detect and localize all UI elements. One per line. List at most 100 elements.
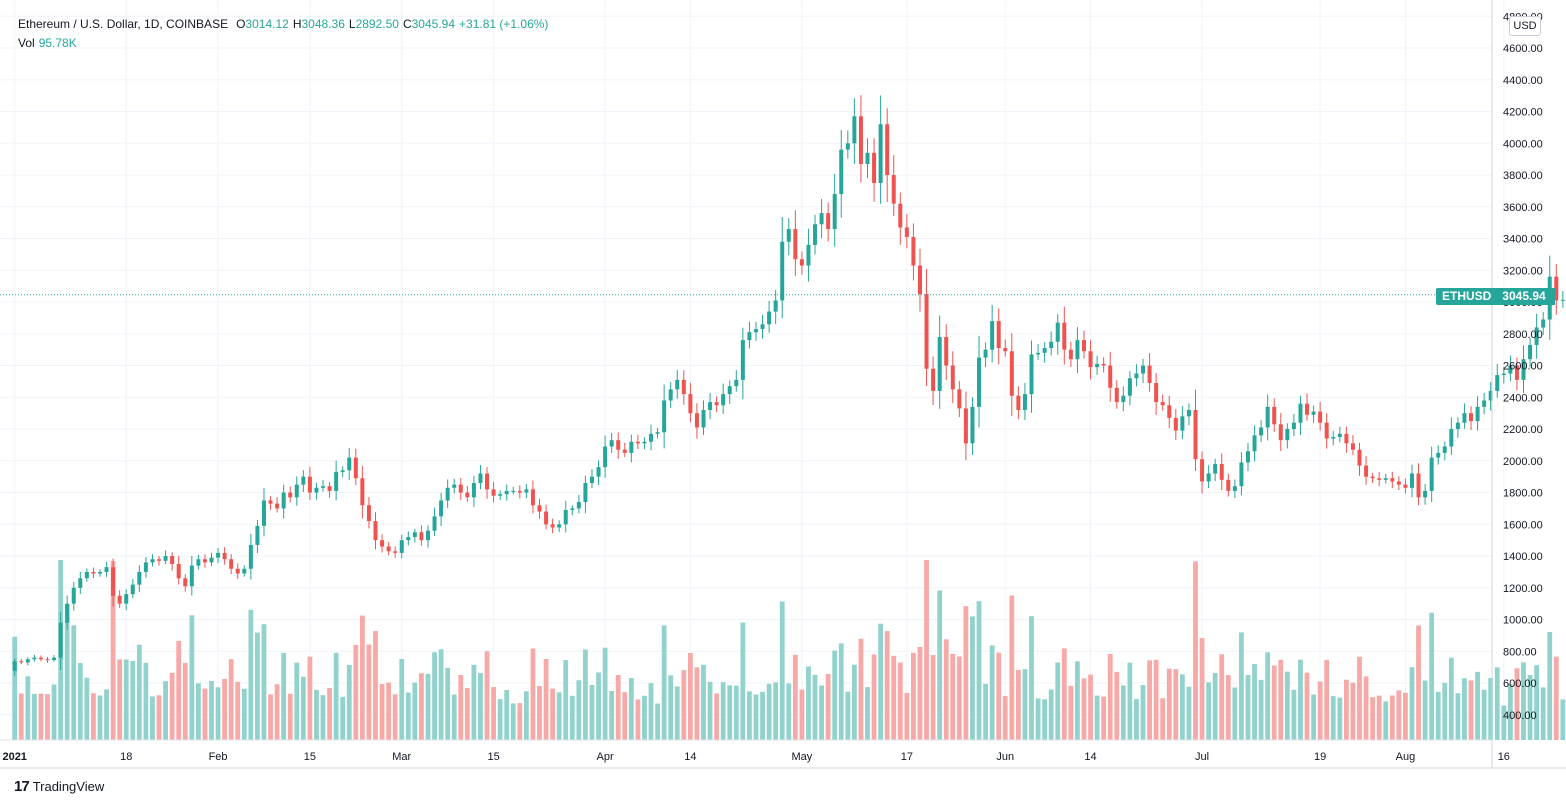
candle-body <box>1528 344 1533 360</box>
volume-bar <box>169 672 175 740</box>
candle-body <box>1495 375 1500 391</box>
volume-bar <box>950 653 956 740</box>
candle-body <box>1095 363 1100 368</box>
volume-bar <box>333 652 339 740</box>
volume-bar <box>924 560 929 740</box>
volume-bar <box>438 649 444 740</box>
volume-bar <box>31 693 37 740</box>
volume-bar <box>504 690 510 740</box>
volume-bar <box>1127 662 1133 740</box>
volume-bar <box>491 687 496 740</box>
volume-bar <box>917 646 923 740</box>
candle-body <box>714 402 719 406</box>
legend-symbol[interactable]: Ethereum / U.S. Dollar, 1D, COINBASE <box>18 17 229 31</box>
volume-bar <box>1547 631 1553 740</box>
volume-bar <box>825 674 831 740</box>
candle-body <box>990 321 995 350</box>
candle-body <box>439 500 444 517</box>
volume-bar <box>386 682 392 740</box>
date-tick-label: Aug <box>1396 751 1416 763</box>
candle-body <box>478 473 483 484</box>
candle-body <box>1147 365 1152 384</box>
candle-body <box>1114 387 1119 403</box>
legend-low-label: L <box>348 17 356 31</box>
volume-bar <box>1002 696 1008 740</box>
volume-bar <box>195 683 201 740</box>
candle-body <box>1265 406 1270 428</box>
volume-bar <box>1403 692 1408 740</box>
candle-body <box>1016 395 1021 410</box>
volume-bar <box>451 694 457 740</box>
candle-body <box>872 152 877 183</box>
candle-body <box>616 440 621 450</box>
volume-bar <box>1271 665 1277 740</box>
volume-bar <box>1252 663 1257 740</box>
volume-bar <box>1239 632 1244 740</box>
legend-volume-row: Vol 95.78K <box>18 36 548 50</box>
volume-bar <box>589 684 595 740</box>
volume-bar <box>1527 675 1533 740</box>
volume-bar <box>622 692 628 740</box>
legend-volume-label[interactable]: Vol <box>18 36 35 50</box>
volume-bar <box>248 609 254 740</box>
volume-bar <box>294 662 300 740</box>
candle-body <box>898 203 903 228</box>
candle-body <box>799 259 804 266</box>
candle-body <box>576 502 581 509</box>
candle-body <box>649 433 654 442</box>
volume-bar <box>1101 696 1107 740</box>
volume-bar <box>1022 669 1028 740</box>
tradingview-logo-icon: 17 <box>14 778 30 795</box>
volume-bar <box>1015 670 1021 740</box>
chart-legend: Ethereum / U.S. Dollar, 1D, COINBASE O30… <box>18 17 548 50</box>
volume-bar <box>1442 682 1448 740</box>
candle-body <box>668 389 673 401</box>
volume-bar <box>1094 695 1100 740</box>
volume-bar <box>1219 654 1225 740</box>
candle-body <box>753 329 758 333</box>
candle-body <box>25 659 30 663</box>
candle-body <box>1127 378 1132 396</box>
volume-bar <box>1370 697 1376 740</box>
volume-bar <box>596 672 601 740</box>
volume-bar <box>300 676 306 740</box>
volume-bar <box>215 687 221 740</box>
candle-body <box>596 467 601 477</box>
candle-body <box>911 236 916 266</box>
candle-body <box>1377 478 1382 480</box>
volume-bar <box>609 690 615 740</box>
candle-body <box>511 490 516 492</box>
candle-body <box>340 470 345 472</box>
volume-bar <box>858 638 864 740</box>
volume-bar <box>130 661 136 740</box>
volume-bar <box>432 652 437 740</box>
candle-body <box>780 241 785 301</box>
volume-bar <box>1166 668 1172 740</box>
chart-grid <box>0 0 1505 740</box>
date-tick-label: Mar <box>392 751 411 763</box>
volume-bar <box>983 683 988 740</box>
volume-bar <box>314 689 319 740</box>
volume-bar <box>956 656 962 740</box>
candle-body <box>498 494 503 496</box>
price-tick-label: 2000.00 <box>1503 456 1543 468</box>
candle-body <box>117 595 122 604</box>
candle-body <box>629 441 634 453</box>
candle-body <box>45 659 50 661</box>
date-tick-label: Feb <box>209 751 228 763</box>
candle-body <box>268 500 273 504</box>
candle-body <box>170 556 175 564</box>
currency-button[interactable]: USD <box>1509 16 1541 36</box>
volume-bar <box>891 655 897 740</box>
candle-body <box>393 551 398 553</box>
candle-body <box>1134 373 1139 379</box>
volume-bar <box>687 653 693 740</box>
volume-bar <box>1553 656 1559 740</box>
candle-body <box>1088 351 1093 368</box>
volume-bar <box>583 649 588 740</box>
volume-bar <box>563 660 569 740</box>
candle-body <box>786 229 791 242</box>
tradingview-logo[interactable]: 17 TradingView <box>14 778 104 795</box>
legend-open-label: O <box>236 17 246 31</box>
